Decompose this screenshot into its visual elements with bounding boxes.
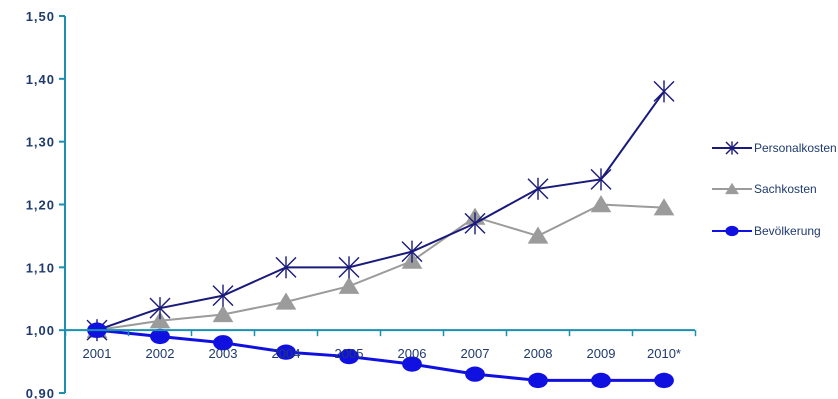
data-point bbox=[528, 372, 548, 389]
data-point bbox=[591, 372, 611, 389]
x-tick-label: 2003 bbox=[209, 346, 238, 361]
data-point bbox=[527, 177, 549, 200]
data-point bbox=[149, 297, 171, 320]
y-axis-ticks: 0,90 1,00 1,10 1,20 1,30 1,40 1,50 bbox=[26, 9, 65, 399]
data-point bbox=[653, 80, 675, 103]
legend-entry: Sachkosten bbox=[712, 182, 817, 196]
series-line bbox=[96, 328, 664, 382]
x-tick-label: 2005 bbox=[335, 346, 364, 361]
data-point bbox=[402, 356, 422, 372]
data-point bbox=[654, 372, 674, 389]
legend-entry: Bevölkerung bbox=[712, 224, 821, 238]
series-bevölkerung bbox=[87, 322, 674, 389]
x-tick-label: 2004 bbox=[272, 346, 301, 361]
data-point bbox=[590, 195, 612, 213]
x-tick-label: 2009 bbox=[587, 346, 616, 361]
y-tick-label: 0,90 bbox=[26, 386, 55, 399]
legend-marker bbox=[725, 225, 739, 237]
data-point bbox=[338, 256, 360, 279]
legend-label: Personalkosten bbox=[754, 141, 837, 155]
x-tick-label: 2010* bbox=[647, 346, 681, 361]
data-point bbox=[590, 168, 612, 191]
series-lines bbox=[86, 80, 675, 389]
x-tick-label: 2002 bbox=[146, 346, 175, 361]
data-point bbox=[653, 198, 675, 216]
x-tick-label: 2006 bbox=[398, 346, 427, 361]
legend-entry: Personalkosten bbox=[712, 141, 837, 155]
legend: Personalkosten Sachkosten Bevölkerung bbox=[712, 141, 837, 238]
data-point bbox=[149, 311, 171, 329]
data-point bbox=[150, 328, 170, 345]
y-tick-label: 1,20 bbox=[26, 198, 55, 213]
data-point bbox=[465, 366, 485, 382]
x-tick-label: 2008 bbox=[524, 346, 553, 361]
legend-marker bbox=[725, 182, 739, 195]
series-line bbox=[96, 90, 665, 332]
data-point bbox=[527, 226, 549, 244]
data-point bbox=[275, 256, 297, 279]
y-tick-label: 1,50 bbox=[26, 9, 55, 24]
legend-label: Bevölkerung bbox=[754, 224, 821, 238]
data-point bbox=[276, 344, 296, 360]
data-point bbox=[338, 276, 360, 294]
data-point bbox=[401, 240, 423, 263]
series-sachkosten bbox=[86, 195, 675, 338]
x-tick-label: 2007 bbox=[461, 346, 490, 361]
series-line bbox=[96, 203, 665, 332]
data-point bbox=[212, 284, 234, 307]
y-tick-label: 1,30 bbox=[26, 135, 55, 150]
legend-label: Sachkosten bbox=[754, 182, 817, 196]
data-point bbox=[213, 335, 233, 351]
data-point bbox=[275, 292, 297, 310]
y-tick-label: 1,40 bbox=[26, 72, 55, 87]
data-point bbox=[212, 305, 234, 323]
x-tick-label: 2001 bbox=[83, 346, 112, 361]
y-tick-label: 1,10 bbox=[26, 260, 55, 275]
legend-marker bbox=[725, 141, 739, 155]
y-tick-label: 1,00 bbox=[26, 323, 55, 338]
series-personalkosten bbox=[86, 80, 675, 342]
data-point bbox=[339, 348, 359, 365]
x-axis-ticks: 2001 2002 2003 2004 2005 2006 2007 2008 2009 2010… bbox=[64, 330, 697, 361]
data-point bbox=[464, 212, 486, 235]
